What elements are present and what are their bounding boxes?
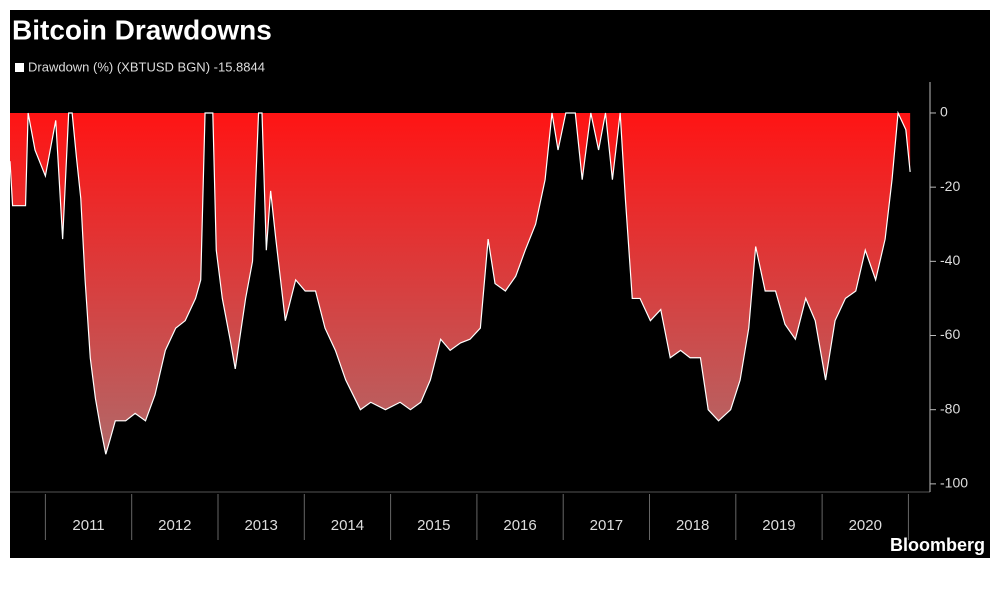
x-tick-label: 2014 [331, 517, 364, 534]
x-tick-label: 2012 [158, 517, 191, 534]
legend-swatch [15, 63, 24, 72]
y-tick-label: -100 [940, 475, 968, 491]
y-tick-label: -60 [940, 326, 960, 342]
y-tick-label: -20 [940, 178, 960, 194]
y-tick-label: 0 [940, 104, 948, 120]
area [10, 112, 911, 455]
x-tick-label: 2011 [72, 517, 104, 534]
x-tick-label: 2018 [676, 517, 709, 534]
source: Bloomberg [890, 535, 985, 555]
x-tick-label: 2017 [590, 517, 623, 534]
y-tick-label: -80 [940, 400, 960, 416]
x-tick-label: 2016 [503, 517, 536, 534]
line [9, 110, 911, 455]
x-tick-label: 2019 [762, 517, 795, 534]
x-tick-label: 2015 [417, 517, 450, 534]
y-tick-label: -40 [940, 252, 960, 268]
legend-label: Drawdown (%) (XBTUSD BGN) -15.8844 [28, 59, 265, 74]
chart-title: Bitcoin Drawdowns [12, 14, 272, 45]
x-tick-label: 2013 [244, 517, 277, 534]
x-tick-label: 2020 [849, 517, 882, 534]
